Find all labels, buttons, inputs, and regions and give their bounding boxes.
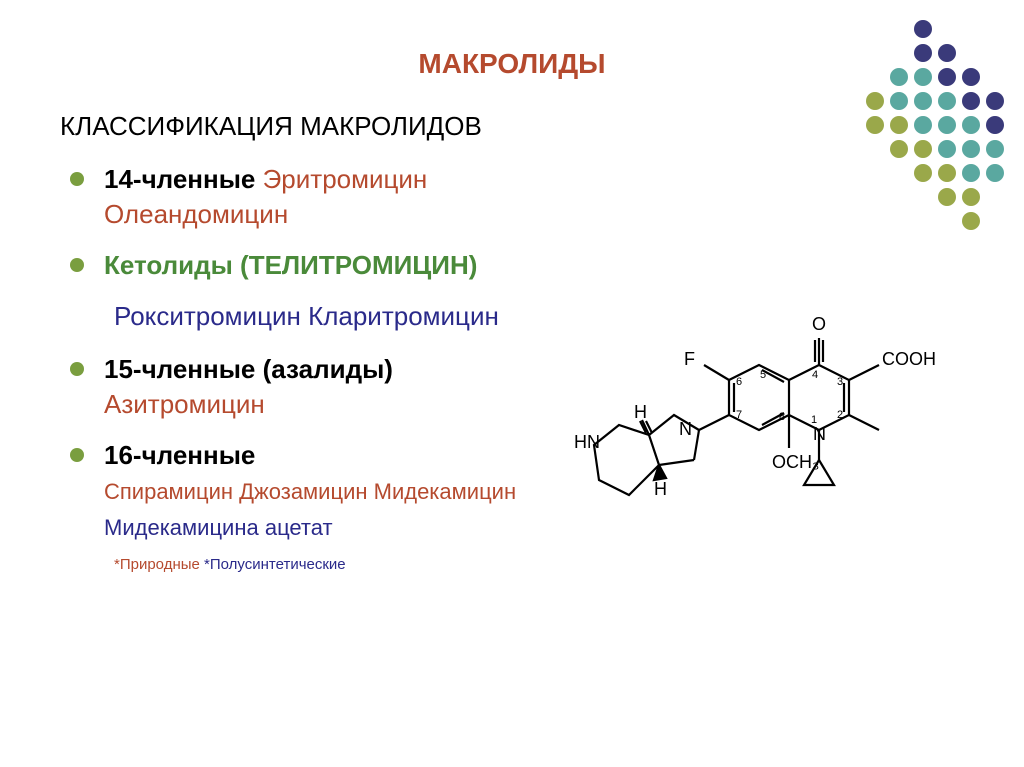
decoration-dot [890,92,908,110]
chem-label-F: F [684,349,695,369]
decoration-dot [938,188,956,206]
item-text: 14-членные Эритромицин Олеандомицин [104,162,427,232]
item-text: Кетолиды (ТЕЛИТРОМИЦИН) [104,248,477,283]
footnote-natural: *Природные [114,556,200,573]
bullet-icon [70,362,84,376]
item-text: 15-членные (азалиды) Азитромицин [104,352,554,422]
chem-label-HN: HN [574,432,600,452]
decoration-dot [914,44,932,62]
chem-num-1: 1 [811,414,817,426]
chem-label-H2: H [654,479,667,499]
decoration-dot [962,212,980,230]
bold-part: 16-членные [104,440,255,470]
decoration-dot [986,140,1004,158]
decoration-dot [938,164,956,182]
decoration-dot [938,44,956,62]
chem-label-O: O [812,314,826,334]
chem-num-4: 4 [812,369,818,381]
decoration-dot [962,116,980,134]
decoration-dot [986,92,1004,110]
chem-num-3: 3 [837,376,843,388]
ketolides-text: Кетолиды (ТЕЛИТРОМИЦИН) [104,250,477,280]
decoration-dot [914,164,932,182]
decoration-dot [890,140,908,158]
decoration-dot [890,68,908,86]
chem-num-2: 2 [837,409,843,421]
bullet-icon [70,448,84,462]
decoration-dot [962,68,980,86]
rest-part1: Спирамицин Джозамицин Мидекамицин [104,479,516,504]
chem-num-6: 6 [736,376,742,388]
decoration-dot [962,92,980,110]
decoration-dot [962,188,980,206]
decoration-dot [986,116,1004,134]
decoration-dot [914,92,932,110]
chem-label-OCH3: OCH₃ [772,452,819,472]
bold-part: 15-членные (азалиды) [104,354,393,384]
roxithro-text: Рокситромицин Кларитромицин [114,301,499,331]
chem-label-N-ring: N [813,424,826,444]
decoration-dot [986,164,1004,182]
decoration-dot [938,116,956,134]
item-14-membered: 14-членные Эритромицин Олеандомицин [70,162,964,232]
item-roxithro: Рокситромицин Кларитромицин [114,299,564,334]
decoration-dot [962,140,980,158]
chem-label-H1: H [634,402,647,422]
chemical-structure-diagram: O COOH F N N HN H H OCH₃ 1 2 3 4 5 6 7 8 [554,270,974,550]
corner-dots-decoration [866,20,1004,236]
classification-heading: КЛАССИФИКАЦИЯ МАКРОЛИДОВ [60,110,964,144]
decoration-dot [938,140,956,158]
footnote-semisynth: *Полусинтетические [200,556,346,573]
title-text: МАКРОЛИДЫ [418,48,605,79]
chem-num-7: 7 [736,409,742,421]
decoration-dot [914,116,932,134]
decoration-dot [866,92,884,110]
chem-num-8: 8 [779,411,785,423]
rest-part2: Олеандомицин [104,199,288,229]
footnote: *Природные *Полусинтетические [114,556,964,573]
decoration-dot [938,68,956,86]
chem-num-5: 5 [760,369,766,381]
chem-label-COOH: COOH [882,349,936,369]
item-text: 16-членные Спирамицин Джозамицин Мидекам… [104,438,516,543]
bold-part: 14-членные [104,164,255,194]
bullet-icon [70,258,84,272]
decoration-dot [866,116,884,134]
decoration-dot [890,116,908,134]
decoration-dot [938,92,956,110]
rest-part2: Мидекамицина ацетат [104,515,333,540]
rest-part1: Эритромицин [255,164,427,194]
decoration-dot [914,68,932,86]
decoration-dot [914,140,932,158]
decoration-dot [962,164,980,182]
chem-label-N: N [679,419,692,439]
bullet-icon [70,172,84,186]
decoration-dot [914,20,932,38]
rest-part: Азитромицин [104,389,265,419]
